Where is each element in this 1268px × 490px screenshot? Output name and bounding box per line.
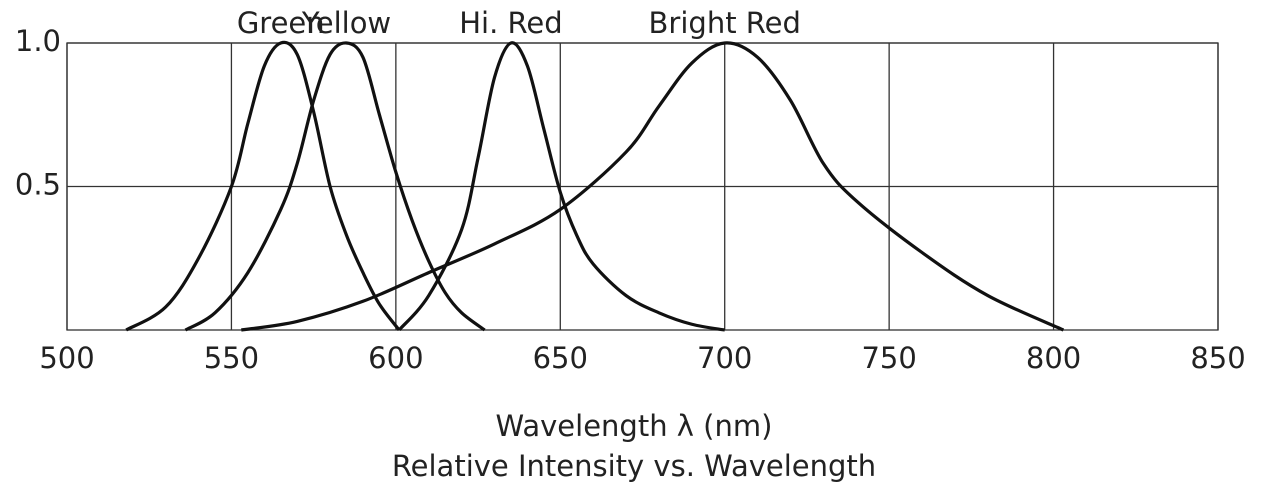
spectral-curve xyxy=(125,40,401,332)
x-tick-label: 700 xyxy=(697,341,752,375)
series-label: Yellow xyxy=(301,6,391,40)
spectral-curve xyxy=(184,41,486,332)
y-tick-label: 1.0 xyxy=(15,24,61,58)
x-tick-label: 500 xyxy=(39,341,94,375)
x-tick-label: 650 xyxy=(533,341,588,375)
series-label: Green xyxy=(237,6,325,40)
y-tick-label: 0.5 xyxy=(15,168,61,202)
x-tick-label: 550 xyxy=(204,341,259,375)
x-tick-label: 850 xyxy=(1190,341,1245,375)
chart-title: Relative Intensity vs. Wavelength xyxy=(392,449,876,483)
series-label: Hi. Red xyxy=(459,6,562,40)
x-tick-label: 800 xyxy=(1026,341,1081,375)
x-tick-label: 750 xyxy=(861,341,916,375)
x-tick-label: 600 xyxy=(368,341,423,375)
series-label: Bright Red xyxy=(649,6,801,40)
spectral-curve xyxy=(397,41,725,332)
x-axis-label: Wavelength λ (nm) xyxy=(496,409,773,443)
spectral-curve xyxy=(241,41,1065,332)
